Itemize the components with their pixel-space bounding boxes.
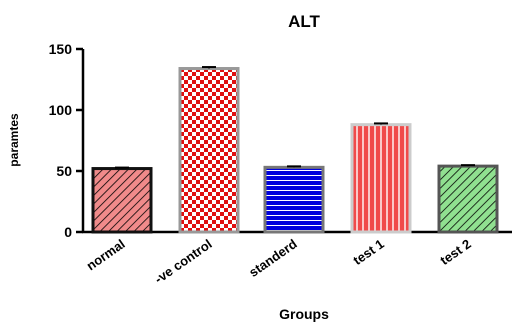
error-bar-2 [287, 165, 301, 168]
y-axis: 0 50 100 150 [49, 41, 85, 240]
chart-title: ALT [288, 12, 320, 31]
x-axis-label: Groups [279, 306, 329, 322]
y-tick-label: 100 [49, 102, 73, 118]
y-axis-label: paramtes [7, 113, 21, 167]
bar-3 [350, 123, 412, 234]
bar-1 [178, 67, 240, 234]
x-tick-label: test 2 [437, 236, 473, 268]
bar-4 [437, 164, 499, 234]
error-bar-0 [115, 166, 129, 169]
x-tick-label: test 1 [350, 236, 386, 268]
y-tick-label: 150 [49, 41, 73, 57]
bars [91, 67, 499, 234]
bar-0 [91, 167, 153, 234]
error-bar-3 [374, 122, 388, 125]
y-tick-label: 50 [56, 163, 72, 179]
x-tick-label: standerd [246, 236, 300, 280]
error-bar-4 [461, 164, 475, 167]
x-tick-label: normal [84, 236, 128, 273]
x-tick-label: -ve control [152, 236, 215, 286]
error-bar-1 [202, 66, 216, 69]
bar-2 [263, 165, 325, 234]
error-bars [115, 66, 475, 169]
category-labels: normal -ve control standerd test 1 test 2 [84, 236, 474, 286]
y-tick-label: 0 [64, 224, 72, 240]
